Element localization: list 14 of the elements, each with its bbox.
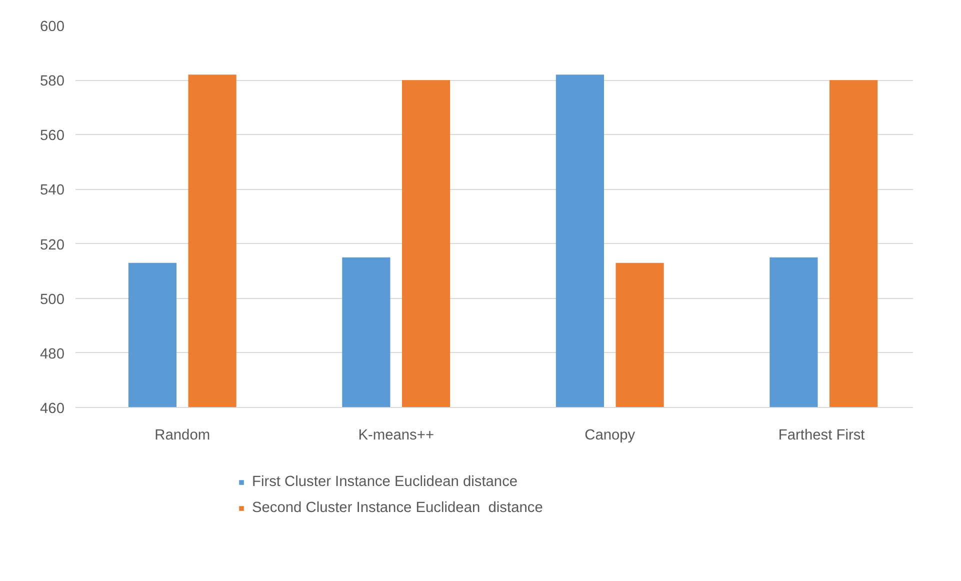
y-tick-label: 520 [40, 237, 65, 254]
legend-label: Second Cluster Instance Euclidean distance [252, 500, 543, 516]
x-tick-label: K-means++ [358, 428, 434, 444]
y-tick-label: 560 [40, 128, 65, 144]
y-tick-label: 600 [40, 19, 65, 35]
y-tick-label: 540 [40, 182, 65, 199]
y-tick-label: 500 [40, 292, 65, 308]
y-tick-label: 580 [40, 74, 65, 90]
x-tick-label: Canopy [584, 428, 636, 444]
y-tick-label: 480 [40, 346, 65, 362]
x-tick-label: Farthest First [778, 428, 865, 444]
y-tick-label: 460 [40, 401, 65, 417]
legend-label: First Cluster Instance Euclidean distance [252, 474, 518, 490]
x-tick-label: Random [154, 428, 210, 444]
